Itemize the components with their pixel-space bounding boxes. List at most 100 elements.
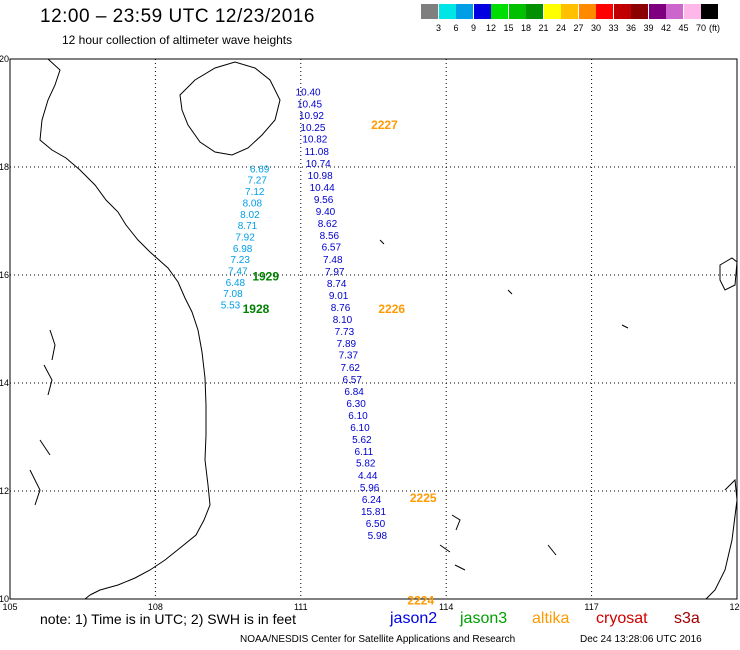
wave-height-value: 10.44 xyxy=(310,183,335,194)
wave-height-value: 6.48 xyxy=(226,278,246,289)
lat-tick-label: 10 xyxy=(0,594,9,604)
lon-tick-label: 120 xyxy=(729,602,740,612)
satellite-label-jason3: jason3 xyxy=(460,610,508,627)
wave-height-value: 6.11 xyxy=(354,447,373,458)
legend-swatch xyxy=(631,4,648,19)
legend-swatch xyxy=(421,4,438,19)
legend-swatch xyxy=(683,4,701,19)
coastline-segment xyxy=(39,58,211,596)
wave-height-value: 6.30 xyxy=(346,399,366,410)
coastline-segment xyxy=(84,594,91,600)
timestamp-text: Dec 24 13:28:06 UTC 2016 xyxy=(580,634,702,645)
wave-height-value: 7.37 xyxy=(339,351,359,362)
wave-height-value: 15.81 xyxy=(361,507,386,518)
pass-number-label: 2225 xyxy=(410,491,437,505)
pass-number-label: 2224 xyxy=(407,593,434,607)
wave-height-value: 10.82 xyxy=(302,135,327,146)
lon-tick-label: 105 xyxy=(2,602,17,612)
legend-swatch xyxy=(666,4,683,19)
legend-tick-label: 12 xyxy=(485,23,496,33)
legend-tick-label: 33 xyxy=(608,23,619,33)
satellite-label-altika: altika xyxy=(532,610,570,627)
wave-height-value: 5.98 xyxy=(368,531,388,542)
wave-height-value: 7.73 xyxy=(335,327,355,338)
legend-swatch xyxy=(473,4,491,19)
wave-height-value: 9.01 xyxy=(329,291,349,302)
page-subtitle: 12 hour collection of altimeter wave hei… xyxy=(62,33,293,47)
wave-height-value: 6.24 xyxy=(362,495,382,506)
satellite-label-jason2: jason2 xyxy=(390,610,438,627)
legend-swatch xyxy=(456,4,473,19)
legend-tick-label: 36 xyxy=(625,23,636,33)
wave-height-value: 10.98 xyxy=(308,171,333,182)
satellite-label-cryosat: cryosat xyxy=(596,610,648,627)
grid-lines xyxy=(10,59,737,599)
legend-tick-label: 39 xyxy=(643,23,654,33)
legend-swatch xyxy=(648,4,666,19)
satellite-label-s3a: s3a xyxy=(674,610,700,627)
wave-height-value: 10.40 xyxy=(296,88,321,99)
footer-note: note: 1) Time is in UTC; 2) SWH is in fe… xyxy=(40,611,296,627)
legend-swatch xyxy=(613,4,631,19)
legend-swatch xyxy=(526,4,543,19)
wave-height-value: 5.53 xyxy=(221,300,241,311)
pass-labels: 2227 2226 2225 2224 1929 1928 xyxy=(243,118,437,607)
altimeter-tracks: 10.4010.4510.9210.2510.8211.0810.7410.98… xyxy=(221,88,388,542)
pass-number-label: 1928 xyxy=(243,302,270,316)
wave-height-value: 5.96 xyxy=(360,483,380,494)
wave-height-value: 4.44 xyxy=(358,471,378,482)
wave-height-value: 10.92 xyxy=(299,111,324,122)
legend-tick-label: 30 xyxy=(590,23,601,33)
wave-height-value: 9.40 xyxy=(316,207,336,218)
coastline xyxy=(29,58,738,600)
legend-tick-label: 70 xyxy=(695,23,706,33)
wave-height-value: 7.92 xyxy=(235,232,255,243)
wave-height-value: 5.82 xyxy=(356,459,376,470)
legend-unit: (ft) xyxy=(709,23,720,33)
lat-tick-label: 16 xyxy=(0,270,9,280)
lon-tick-label: 117 xyxy=(584,602,598,612)
wave-height-value: 10.45 xyxy=(297,100,322,111)
wave-height-value: 8.62 xyxy=(318,219,338,230)
coastline-segment xyxy=(379,239,629,329)
wave-height-value: 10.74 xyxy=(306,159,331,170)
wave-height-value: 7.47 xyxy=(228,266,248,277)
legend-tick-label: 15 xyxy=(503,23,514,33)
axis-labels: 105 108 111 114 117 120 10 12 14 16 18 20 xyxy=(0,54,740,612)
legend-tick-label: 27 xyxy=(573,23,584,33)
wave-height-value: 8.02 xyxy=(240,210,260,221)
wave-height-value: 8.74 xyxy=(327,279,347,290)
wave-height-value: 7.97 xyxy=(325,267,345,278)
wave-height-value: 7.27 xyxy=(247,176,267,187)
coastline-segment xyxy=(439,514,557,571)
wave-height-value: 6.84 xyxy=(344,387,364,398)
wave-height-value: 11.08 xyxy=(305,147,330,158)
wave-height-value: 6.50 xyxy=(366,519,386,530)
legend-tick-label: 42 xyxy=(660,23,671,33)
wave-height-value: 8.76 xyxy=(331,303,351,314)
legend-tick-label: 45 xyxy=(678,23,689,33)
legend-tick-label: 9 xyxy=(470,23,476,33)
wave-height-value: 6.57 xyxy=(342,375,362,386)
wave-height-value: 7.12 xyxy=(245,187,265,198)
legend-tick-label: 24 xyxy=(555,23,566,33)
lon-tick-label: 111 xyxy=(294,602,308,612)
wave-height-value: 8.10 xyxy=(333,315,353,326)
legend-swatch xyxy=(491,4,508,19)
page-title: 12:00 – 23:59 UTC 12/23/2016 xyxy=(40,6,315,27)
lat-tick-label: 18 xyxy=(0,162,9,172)
wave-height-value: 6.57 xyxy=(322,243,342,254)
pass-number-label: 2227 xyxy=(371,118,398,132)
legend-tick-label: 6 xyxy=(453,23,459,33)
wave-height-value: 7.48 xyxy=(323,255,343,266)
wave-height-value: 6.69 xyxy=(250,164,270,175)
legend-tick-label: 18 xyxy=(520,23,531,33)
coastline-segment xyxy=(179,61,281,156)
lat-tick-label: 12 xyxy=(0,486,9,496)
lon-tick-label: 108 xyxy=(148,602,163,612)
credit-text: NOAA/NESDIS Center for Satellite Applica… xyxy=(240,634,516,645)
wave-height-value: 8.08 xyxy=(243,198,263,209)
wave-height-value: 9.56 xyxy=(314,195,334,206)
coastline-segment xyxy=(29,329,56,506)
